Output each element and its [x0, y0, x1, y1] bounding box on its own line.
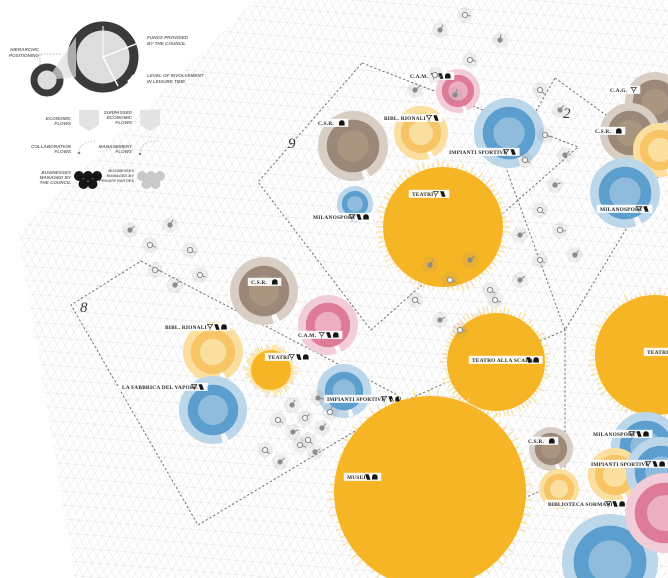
- svg-text:TEATRI: TEATRI: [647, 350, 668, 356]
- svg-text:TEATRO ALLA SCALA: TEATRO ALLA SCALA: [472, 358, 533, 364]
- svg-text:TEATRI: TEATRI: [412, 192, 433, 198]
- svg-text:IN LEISURE TIME: IN LEISURE TIME: [147, 79, 186, 84]
- svg-text:FLOWS: FLOWS: [115, 149, 133, 154]
- svg-text:IMPIANTI SPORTIVE: IMPIANTI SPORTIVE: [449, 150, 507, 156]
- svg-text:FLOWS: FLOWS: [115, 120, 133, 125]
- svg-text:LA FABBRICA DEL VAPORE: LA FABBRICA DEL VAPORE: [122, 385, 198, 391]
- svg-text:POSITIONING: POSITIONING: [9, 53, 40, 58]
- svg-text:C.A.G.: C.A.G.: [610, 88, 628, 94]
- svg-text:FLOWS: FLOWS: [54, 149, 72, 154]
- svg-text:LEVEL OF INVOLVEMENT: LEVEL OF INVOLVEMENT: [147, 73, 205, 78]
- svg-text:HIERARCHIC: HIERARCHIC: [10, 47, 40, 52]
- svg-text:FUNDS PROVIDED: FUNDS PROVIDED: [147, 35, 189, 40]
- svg-text:C.S.R.: C.S.R.: [251, 280, 267, 286]
- svg-text:C.S.R.: C.S.R.: [528, 439, 544, 445]
- svg-text:MILANOSPORT: MILANOSPORT: [600, 207, 643, 213]
- svg-text:BY THE COUNCIL: BY THE COUNCIL: [147, 41, 186, 46]
- svg-text:C.S.R.: C.S.R.: [318, 121, 334, 127]
- svg-text:FLOWS: FLOWS: [54, 121, 72, 126]
- svg-text:BIBLIOTECA SORMANI: BIBLIOTECA SORMANI: [548, 502, 613, 508]
- svg-text:IMPIANTI SPORTIVE: IMPIANTI SPORTIVE: [327, 397, 385, 403]
- svg-text:MILANOSPORT: MILANOSPORT: [313, 215, 356, 221]
- svg-text:PRIVATE PARTIES: PRIVATE PARTIES: [99, 178, 134, 183]
- svg-text:C.A.M.: C.A.M.: [298, 333, 317, 339]
- svg-text:IMPIANTI SPORTIVE: IMPIANTI SPORTIVE: [591, 462, 649, 468]
- svg-text:C.S.R.: C.S.R.: [595, 129, 611, 135]
- svg-text:9: 9: [288, 136, 296, 152]
- svg-text:BIBL. RIONALI: BIBL. RIONALI: [384, 116, 426, 122]
- svg-text:MILANOSPORT: MILANOSPORT: [593, 432, 636, 438]
- svg-text:MUSEI: MUSEI: [347, 475, 366, 481]
- svg-text:C.A.M.: C.A.M.: [410, 74, 429, 80]
- svg-text:THE COUNCIL: THE COUNCIL: [40, 180, 72, 185]
- svg-text:8: 8: [80, 300, 88, 316]
- svg-text:BIBL. RIONALI: BIBL. RIONALI: [165, 325, 207, 331]
- svg-text:TEATRI: TEATRI: [268, 355, 289, 361]
